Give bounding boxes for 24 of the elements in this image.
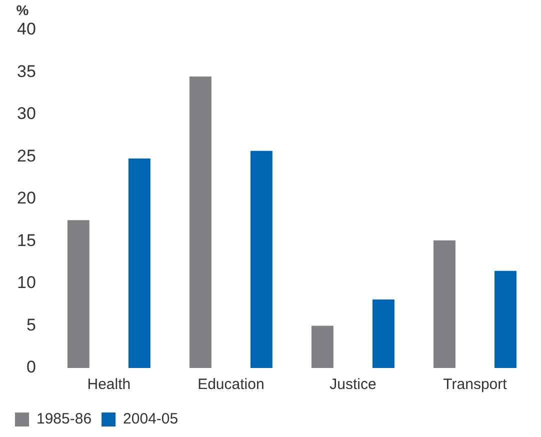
- y-tick-label: 10: [16, 273, 36, 292]
- y-tick-label: 30: [16, 104, 36, 124]
- bar: [67, 220, 90, 368]
- bar: [494, 270, 516, 368]
- y-tick-label: 35: [16, 62, 36, 81]
- bar: [372, 300, 394, 368]
- bar: [434, 240, 456, 368]
- bar: [250, 150, 272, 368]
- legend-label: 2004-05: [123, 410, 178, 428]
- y-tick-label: 15: [16, 230, 36, 250]
- y-tick-label: 5: [26, 315, 36, 334]
- y-tick-label: 40: [16, 20, 36, 39]
- bar: [128, 158, 150, 368]
- bar: [311, 326, 334, 368]
- y-tick-label: 25: [16, 146, 36, 166]
- x-tick-label: Transport: [443, 376, 508, 394]
- legend-label: 1985-86: [36, 410, 92, 428]
- bar: [189, 76, 212, 368]
- x-tick-label: Education: [198, 376, 264, 394]
- y-tick-label: 20: [16, 188, 36, 208]
- x-tick-label: Health: [87, 376, 131, 394]
- x-tick-label: Justice: [330, 376, 376, 394]
- y-axis-title: %: [16, 2, 30, 18]
- y-tick-label: 0: [26, 358, 36, 377]
